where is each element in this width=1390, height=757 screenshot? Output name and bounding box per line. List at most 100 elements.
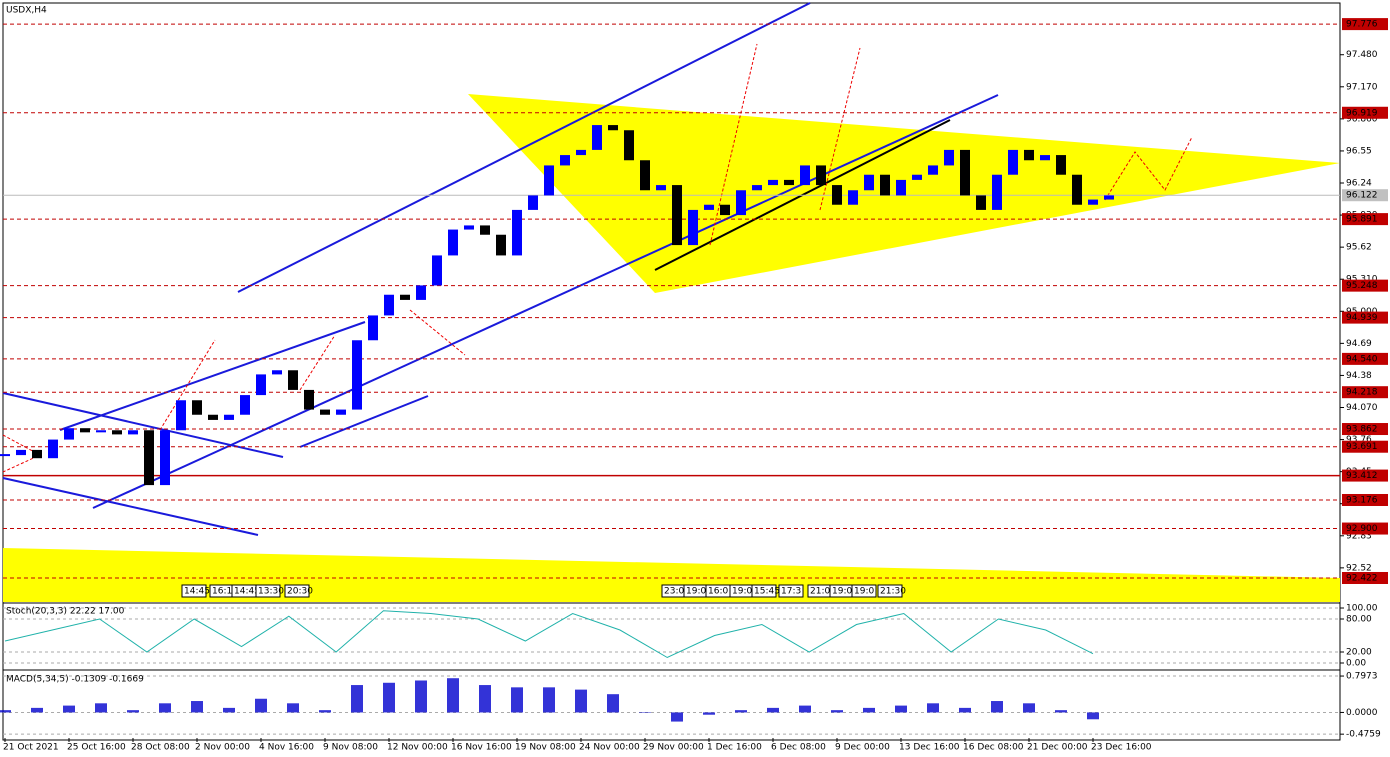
level-label-box <box>1342 423 1388 436</box>
indicator-line <box>4 610 1094 659</box>
candle <box>608 125 618 131</box>
y-tick-label: 0.0000 <box>1346 708 1378 718</box>
x-tick-label: 1 Dec 16:00 <box>707 743 762 753</box>
y-tick-label: 100.00 <box>1346 604 1378 614</box>
level-label: 95.248 <box>1346 281 1378 291</box>
candle <box>592 125 602 150</box>
x-tick-label: 19 Nov 08:00 <box>515 743 576 753</box>
x-tick-label: 23 Dec 16:00 <box>1091 743 1152 753</box>
candle <box>864 174 874 191</box>
histogram-bar <box>255 698 267 713</box>
time-mark: 19:0 <box>686 587 706 597</box>
time-mark-box <box>181 584 207 598</box>
y-tick-label: 93.76 <box>1346 435 1372 445</box>
histogram-bar <box>223 707 235 713</box>
candle <box>224 414 234 420</box>
time-mark: 15:45 <box>754 587 780 597</box>
time-mark: 14:45 <box>234 587 260 597</box>
y-tick-label: 92.52 <box>1346 563 1372 573</box>
histogram-bar <box>1055 710 1067 713</box>
panel-title: Stoch(20,3,3) 22.22 17.00 <box>6 607 125 617</box>
candle <box>448 229 458 256</box>
level-label-box <box>1342 18 1388 31</box>
level-label: 92.900 <box>1346 524 1378 534</box>
x-tick-label: 21 Dec 00:00 <box>1027 743 1088 753</box>
y-tick-label: -0.4759 <box>1346 730 1381 740</box>
histogram-bar <box>479 685 491 713</box>
level-label: 93.176 <box>1346 495 1378 505</box>
x-tick-label: 16 Nov 16:00 <box>451 743 512 753</box>
candle <box>32 449 42 459</box>
histogram-bar <box>415 680 427 713</box>
candle <box>1104 195 1114 200</box>
histogram-bar <box>639 712 651 713</box>
trend-lines <box>2 2 999 536</box>
histogram-bar <box>63 705 75 713</box>
histogram-bar <box>31 707 43 713</box>
y-tick-label: 96.860 <box>1346 114 1378 124</box>
y-tick-label: 0.7973 <box>1346 672 1378 682</box>
level-label: 92.422 <box>1346 573 1378 583</box>
time-mark: 19:0 <box>732 587 752 597</box>
y-tick-label: 97.170 <box>1346 82 1378 92</box>
histogram-bar <box>575 689 587 713</box>
candle <box>272 370 282 375</box>
x-tick-label: 6 Dec 08:00 <box>771 743 826 753</box>
histogram-bar <box>735 710 747 713</box>
x-tick-label: 21 Oct 2021 <box>3 743 59 753</box>
time-mark: 16:0 <box>708 587 728 597</box>
current-price-label: 96.122 <box>1346 191 1378 201</box>
candle <box>160 430 170 486</box>
candle <box>384 294 394 316</box>
level-label-box <box>1342 352 1388 365</box>
candle <box>288 370 298 390</box>
level-label-box <box>1342 106 1388 119</box>
level-label-box <box>1342 440 1388 453</box>
time-mark-box <box>284 584 310 598</box>
histogram-bar <box>1087 712 1099 720</box>
candle <box>912 174 922 180</box>
level-label: 95.891 <box>1346 215 1378 225</box>
current-price-box <box>1342 189 1388 202</box>
y-tick-label: 20.00 <box>1346 648 1372 658</box>
candle <box>528 195 538 210</box>
y-tick-label: 94.69 <box>1346 339 1372 349</box>
y-tick-label: 80.00 <box>1346 615 1372 625</box>
x-tick-label: 9 Nov 08:00 <box>323 743 378 753</box>
candle <box>16 449 26 456</box>
candle <box>784 179 794 186</box>
x-tick-label: 28 Oct 08:00 <box>131 743 190 753</box>
candle <box>560 155 570 166</box>
histogram-bar <box>799 705 811 713</box>
histogram-bar <box>191 701 203 713</box>
candle <box>880 174 890 196</box>
candle <box>144 430 154 486</box>
time-mark-box <box>851 584 877 598</box>
histogram-bar <box>1023 703 1035 713</box>
y-tick-label: 96.55 <box>1346 146 1372 156</box>
y-tick-label: 95.62 <box>1346 243 1372 253</box>
time-mark: 21:30 <box>880 587 906 597</box>
level-label-box <box>1342 469 1388 482</box>
candle <box>576 149 586 156</box>
level-label-box <box>1342 493 1388 506</box>
candle <box>352 340 362 410</box>
candle <box>688 209 698 246</box>
level-label: 97.776 <box>1346 20 1378 30</box>
level-label: 94.939 <box>1346 313 1378 323</box>
histogram-bar <box>863 707 875 713</box>
candle <box>624 130 634 161</box>
histogram-bar <box>543 687 555 713</box>
x-tick-label: 16 Dec 08:00 <box>963 743 1024 753</box>
candle <box>800 165 810 186</box>
x-tick-label: 12 Nov 00:00 <box>387 743 448 753</box>
candle <box>240 395 250 415</box>
level-label-box <box>1342 311 1388 324</box>
histogram-bar <box>895 705 907 713</box>
candle <box>48 439 58 459</box>
histogram-bar <box>159 703 171 713</box>
candle <box>80 428 90 433</box>
histogram-bar <box>671 712 683 722</box>
yellow-zone <box>3 548 1340 602</box>
time-mark-box <box>751 584 777 598</box>
